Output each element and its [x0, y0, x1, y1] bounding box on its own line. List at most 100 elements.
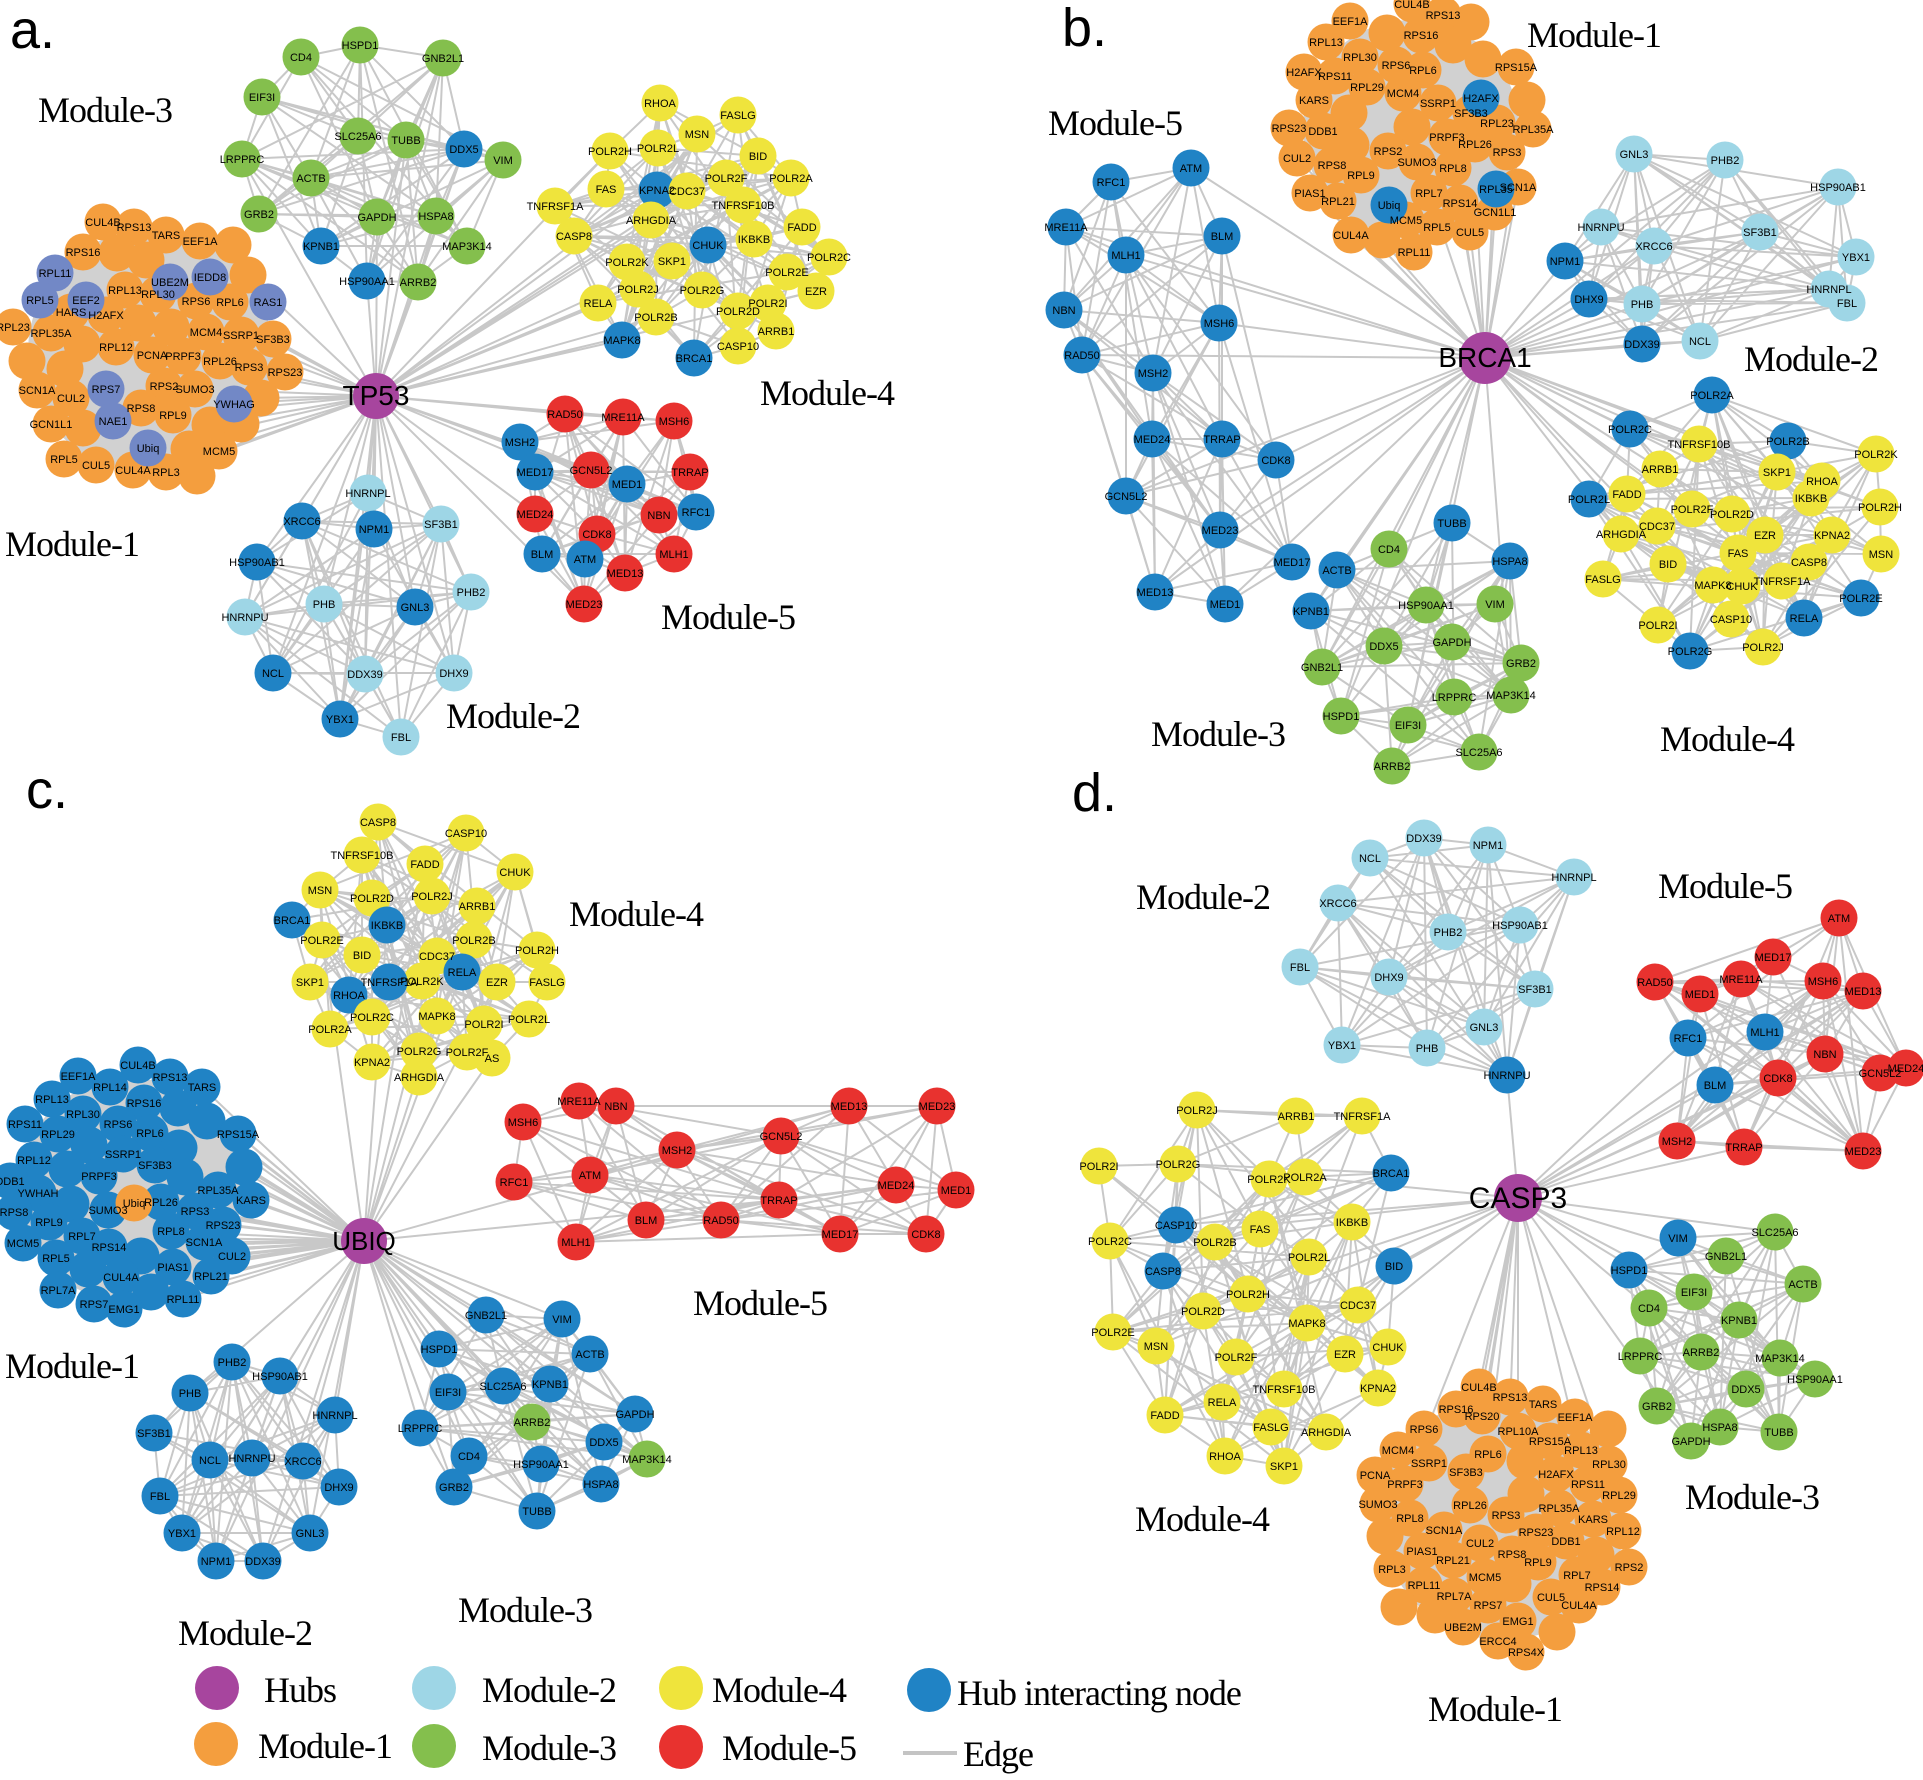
svg-text:BLM: BLM [531, 549, 554, 561]
svg-text:POLR2F: POLR2F [1671, 504, 1714, 516]
svg-text:CASP10: CASP10 [717, 341, 759, 353]
svg-text:NCL: NCL [262, 668, 284, 680]
svg-text:MED23: MED23 [1845, 1146, 1882, 1158]
svg-text:HNRNPL: HNRNPL [1806, 284, 1851, 296]
svg-text:DHX9: DHX9 [1374, 972, 1403, 984]
svg-text:TNFRSF1A: TNFRSF1A [361, 977, 419, 989]
svg-text:EZR: EZR [805, 286, 827, 298]
svg-text:RPS7: RPS7 [1474, 1600, 1503, 1612]
svg-text:GCN1L1: GCN1L1 [1474, 207, 1517, 219]
svg-text:GNL3: GNL3 [296, 1528, 325, 1540]
svg-text:RPL8: RPL8 [1439, 163, 1467, 175]
svg-text:RPS8: RPS8 [127, 403, 156, 415]
svg-text:Module-5: Module-5 [693, 1283, 827, 1323]
svg-text:POLR2F: POLR2F [705, 173, 748, 185]
svg-text:SF3B1: SF3B1 [424, 519, 458, 531]
svg-text:ARHGDIA: ARHGDIA [1301, 1427, 1352, 1439]
svg-text:GNL3: GNL3 [1470, 1022, 1499, 1034]
svg-text:POLR2C: POLR2C [350, 1012, 394, 1024]
svg-text:RPL21: RPL21 [194, 1271, 228, 1283]
svg-text:GRB2: GRB2 [1642, 1401, 1672, 1413]
svg-text:LRPPRC: LRPPRC [1618, 1351, 1663, 1363]
svg-text:BID: BID [353, 950, 371, 962]
svg-text:MLH1: MLH1 [659, 549, 688, 561]
svg-text:MAP3K14: MAP3K14 [442, 241, 492, 253]
svg-text:KPNB1: KPNB1 [1293, 606, 1329, 618]
svg-text:LRPPRC: LRPPRC [398, 1423, 443, 1435]
svg-text:RPS23: RPS23 [268, 367, 303, 379]
svg-text:RPL6: RPL6 [216, 297, 244, 309]
svg-text:POLR2I: POLR2I [464, 1019, 503, 1031]
svg-text:SKP1: SKP1 [296, 977, 324, 989]
svg-text:POLR2L: POLR2L [508, 1014, 550, 1026]
svg-text:RPL26: RPL26 [144, 1197, 178, 1209]
svg-text:NPM1: NPM1 [359, 524, 390, 536]
svg-text:RPS14: RPS14 [1443, 198, 1478, 210]
svg-text:MCM5: MCM5 [1469, 1572, 1501, 1584]
svg-text:RHOA: RHOA [333, 990, 365, 1002]
svg-text:POLR2I: POLR2I [1079, 1161, 1118, 1173]
svg-text:H2AFX: H2AFX [1463, 93, 1499, 105]
svg-text:MED1: MED1 [1685, 989, 1716, 1001]
svg-text:SCN1A: SCN1A [1426, 1525, 1463, 1537]
svg-text:UBIQ: UBIQ [332, 1226, 396, 1256]
svg-text:RPL8: RPL8 [157, 1226, 185, 1238]
svg-text:XRCC6: XRCC6 [284, 1456, 321, 1468]
svg-text:CUL5: CUL5 [1456, 227, 1484, 239]
svg-text:MAP3K14: MAP3K14 [622, 1454, 672, 1466]
svg-text:CASP8: CASP8 [1145, 1266, 1181, 1278]
svg-text:MSH2: MSH2 [505, 437, 536, 449]
svg-text:GNB2L1: GNB2L1 [1705, 1251, 1747, 1263]
svg-text:RPL3: RPL3 [1378, 1564, 1406, 1576]
svg-text:MLH1: MLH1 [1750, 1027, 1779, 1039]
svg-text:CDK8: CDK8 [1261, 455, 1290, 467]
svg-text:CUL4B: CUL4B [1394, 0, 1429, 11]
svg-text:UBE2M: UBE2M [151, 277, 189, 289]
svg-text:EZR: EZR [1754, 530, 1776, 542]
svg-text:MSN: MSN [1869, 549, 1894, 561]
svg-text:HSP90AB1: HSP90AB1 [252, 1371, 308, 1383]
svg-text:RPS6: RPS6 [104, 1119, 133, 1131]
svg-text:HNRNPL: HNRNPL [345, 488, 390, 500]
svg-text:EIF3I: EIF3I [435, 1387, 461, 1399]
svg-text:MED24: MED24 [1888, 1063, 1923, 1075]
svg-text:EZR: EZR [486, 977, 508, 989]
svg-text:EIF3I: EIF3I [1395, 720, 1421, 732]
svg-text:RPL7: RPL7 [1563, 1570, 1591, 1582]
svg-text:VIM: VIM [1485, 599, 1505, 611]
svg-text:CD4: CD4 [458, 1451, 480, 1463]
svg-text:EMG1: EMG1 [108, 1304, 139, 1316]
svg-text:RPL26: RPL26 [203, 356, 237, 368]
svg-text:FASLG: FASLG [720, 110, 755, 122]
svg-text:Module-1: Module-1 [258, 1726, 392, 1766]
svg-text:POLR2K: POLR2K [605, 257, 649, 269]
svg-text:BRCA1: BRCA1 [1438, 342, 1531, 373]
svg-text:Module-4: Module-4 [760, 373, 895, 413]
svg-text:MAP3K14: MAP3K14 [1486, 690, 1536, 702]
svg-text:POLR2C: POLR2C [1088, 1236, 1132, 1248]
svg-text:CASP10: CASP10 [1710, 614, 1752, 626]
svg-text:CDC37: CDC37 [419, 951, 455, 963]
svg-text:FASLG: FASLG [529, 977, 564, 989]
svg-text:MSH6: MSH6 [1204, 318, 1235, 330]
svg-text:GCN1L1: GCN1L1 [30, 419, 73, 431]
svg-text:POLR2D: POLR2D [350, 893, 394, 905]
svg-text:POLR2A: POLR2A [1690, 390, 1734, 402]
svg-text:Hubs: Hubs [264, 1670, 336, 1710]
svg-text:MSN: MSN [685, 129, 710, 141]
svg-text:DDB1: DDB1 [0, 1176, 25, 1188]
svg-text:MED17: MED17 [517, 467, 554, 479]
svg-text:HNRNPU: HNRNPU [1577, 222, 1624, 234]
svg-text:EZR: EZR [1334, 1349, 1356, 1361]
svg-text:XRCC6: XRCC6 [283, 516, 320, 528]
svg-text:TUBB: TUBB [1764, 1427, 1793, 1439]
svg-text:FADD: FADD [1150, 1410, 1179, 1422]
svg-text:FADD: FADD [410, 859, 439, 871]
svg-text:DDX39: DDX39 [1406, 833, 1441, 845]
svg-text:HNRNPL: HNRNPL [312, 1410, 357, 1422]
svg-text:RFC1: RFC1 [1674, 1033, 1703, 1045]
svg-text:RPS8: RPS8 [1498, 1549, 1527, 1561]
svg-text:MAPK8: MAPK8 [1288, 1318, 1325, 1330]
svg-text:RPS2: RPS2 [150, 381, 179, 393]
svg-text:RPL9: RPL9 [35, 1217, 63, 1229]
